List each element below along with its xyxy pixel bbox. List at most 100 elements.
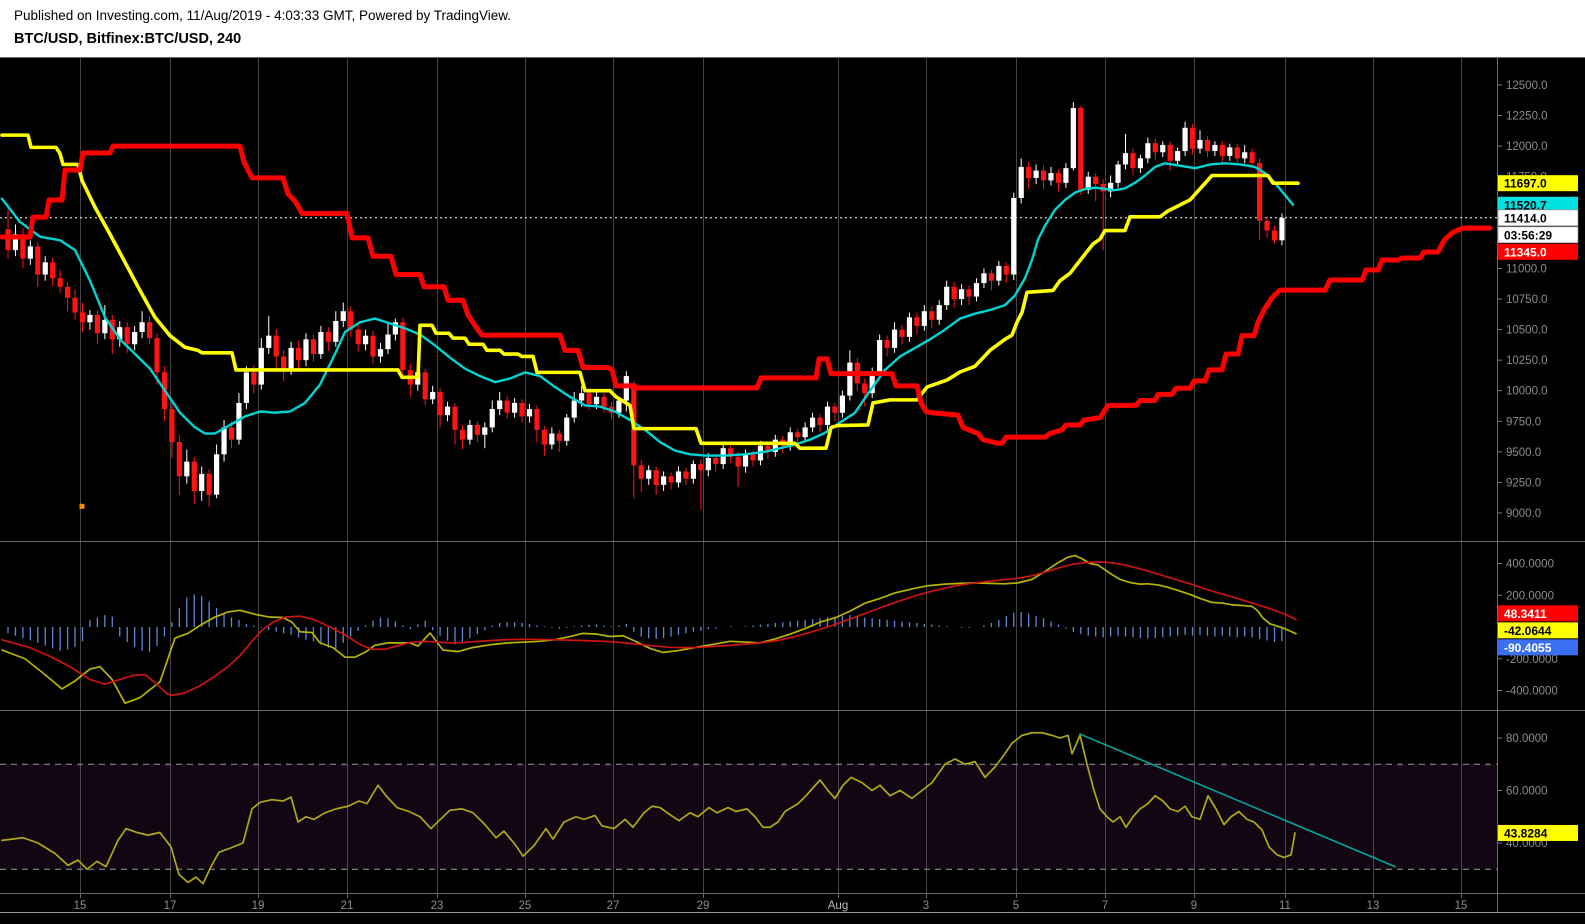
candle-body	[474, 424, 480, 435]
time-axis-label: 5	[1013, 900, 1019, 912]
axis-tick-label: 200.0000	[1506, 590, 1554, 602]
candle-body	[243, 372, 249, 403]
candle-body	[959, 289, 965, 299]
candle-body	[646, 470, 652, 479]
candle-body	[132, 332, 138, 345]
axis-tick-label: 60.0000	[1506, 786, 1548, 798]
symbol-line: BTC/USD, Bitfinex:BTC/USD, 240	[14, 31, 242, 47]
axis-tick-label: 80.0000	[1506, 733, 1548, 745]
macd-value-badge-label: -42.0644	[1504, 624, 1552, 638]
candle-body	[1189, 127, 1196, 149]
time-axis-label: 9	[1191, 900, 1197, 912]
candle-body	[214, 454, 220, 495]
candle-body	[1048, 173, 1054, 181]
candle-body	[1219, 144, 1225, 156]
candle-body	[728, 448, 734, 457]
candle-body	[1227, 147, 1233, 156]
candle-body	[541, 429, 547, 445]
rsi-value-badge	[1498, 824, 1578, 841]
candle-body	[333, 321, 339, 342]
candle-body	[877, 339, 883, 373]
candle-body	[966, 289, 972, 297]
candle-body	[601, 396, 607, 407]
candle-body	[675, 471, 682, 483]
chart-area: 12500.012250.012000.011750.011000.010750…	[0, 57, 1585, 924]
candle-body	[184, 461, 190, 477]
candle-body	[891, 329, 898, 348]
axis-tick-label: 10500.0	[1506, 325, 1548, 337]
candle-body	[1055, 173, 1062, 183]
candle-body	[236, 402, 242, 440]
yellow-line-value-badge-label: 11697.0	[1504, 177, 1547, 191]
candle-body	[787, 432, 793, 446]
time-axis-label: 7	[1102, 900, 1108, 912]
time-axis-label: 15	[1455, 900, 1468, 912]
candle-body	[27, 246, 33, 259]
yellow-line-value-badge	[1498, 175, 1578, 192]
candle-body	[482, 427, 488, 435]
candle-body	[266, 335, 272, 348]
candle-body	[221, 427, 227, 455]
red-line-value-badge	[1498, 243, 1578, 260]
candle-body	[713, 457, 719, 465]
candle-body	[1063, 168, 1069, 183]
candle-body	[1122, 153, 1129, 165]
candle-body	[951, 286, 957, 299]
rsi-value-badge-label: 43.8284	[1504, 826, 1548, 840]
candle-body	[1271, 230, 1278, 241]
candle-body	[862, 383, 868, 394]
bar-countdown-badge-label: 03:56:29	[1504, 228, 1552, 242]
candle-body	[742, 454, 749, 467]
candle-body	[258, 347, 264, 385]
candle-body	[988, 273, 994, 281]
candle-body	[906, 317, 913, 337]
candle-body	[430, 391, 436, 400]
time-axis-label: Aug	[828, 900, 848, 912]
candle-body	[735, 456, 741, 467]
axis-tick-label: 40.0000	[1506, 838, 1548, 850]
candle-body	[802, 427, 808, 438]
chart-canvas[interactable]: 12500.012250.012000.011750.011000.010750…	[0, 57, 1585, 924]
axis-tick-label: 12500.0	[1506, 80, 1548, 92]
red-line-value-badge-label: 11345.0	[1504, 245, 1547, 259]
candle-body	[661, 476, 667, 485]
candle-body	[1167, 144, 1173, 161]
candle-body	[504, 400, 510, 413]
candle-body	[579, 393, 585, 401]
candle-body	[832, 406, 838, 413]
candle-body	[154, 338, 160, 373]
candle-body	[899, 329, 905, 337]
orange-event-marker	[79, 503, 85, 509]
candle-body	[668, 476, 674, 483]
candle-body	[392, 322, 398, 335]
candle-body	[467, 424, 473, 440]
candle-body	[936, 305, 942, 320]
candle-body	[1011, 197, 1017, 275]
axis-tick-label: 12250.0	[1506, 111, 1548, 123]
candle-body	[1040, 170, 1047, 181]
candle-body	[325, 332, 331, 342]
time-axis-label: 25	[519, 900, 532, 912]
candle-body	[1033, 170, 1039, 178]
time-axis-label: 13	[1367, 900, 1380, 912]
candle-body	[929, 311, 935, 320]
candle-body	[526, 409, 533, 417]
macd-signal-value-badge-label: 48.3411	[1504, 607, 1547, 621]
candle-body	[191, 461, 197, 491]
candle-body	[638, 465, 644, 479]
candle-body	[705, 457, 711, 471]
axis-tick-label: 9000.0	[1506, 508, 1541, 520]
header: Published on Investing.com, 11/Aug/2019 …	[0, 0, 1585, 57]
candle-body	[444, 406, 451, 416]
candle-body	[124, 327, 130, 345]
candle-body	[303, 339, 309, 361]
candle-body	[12, 234, 19, 251]
rsi-line	[1, 731, 1296, 885]
candle-body	[765, 445, 771, 452]
candle-body	[750, 454, 756, 461]
candle-body	[1234, 147, 1240, 159]
candle-body	[1152, 143, 1158, 153]
candle-body	[534, 409, 540, 430]
candle-body	[281, 356, 287, 369]
last-price-badge	[1497, 209, 1579, 227]
